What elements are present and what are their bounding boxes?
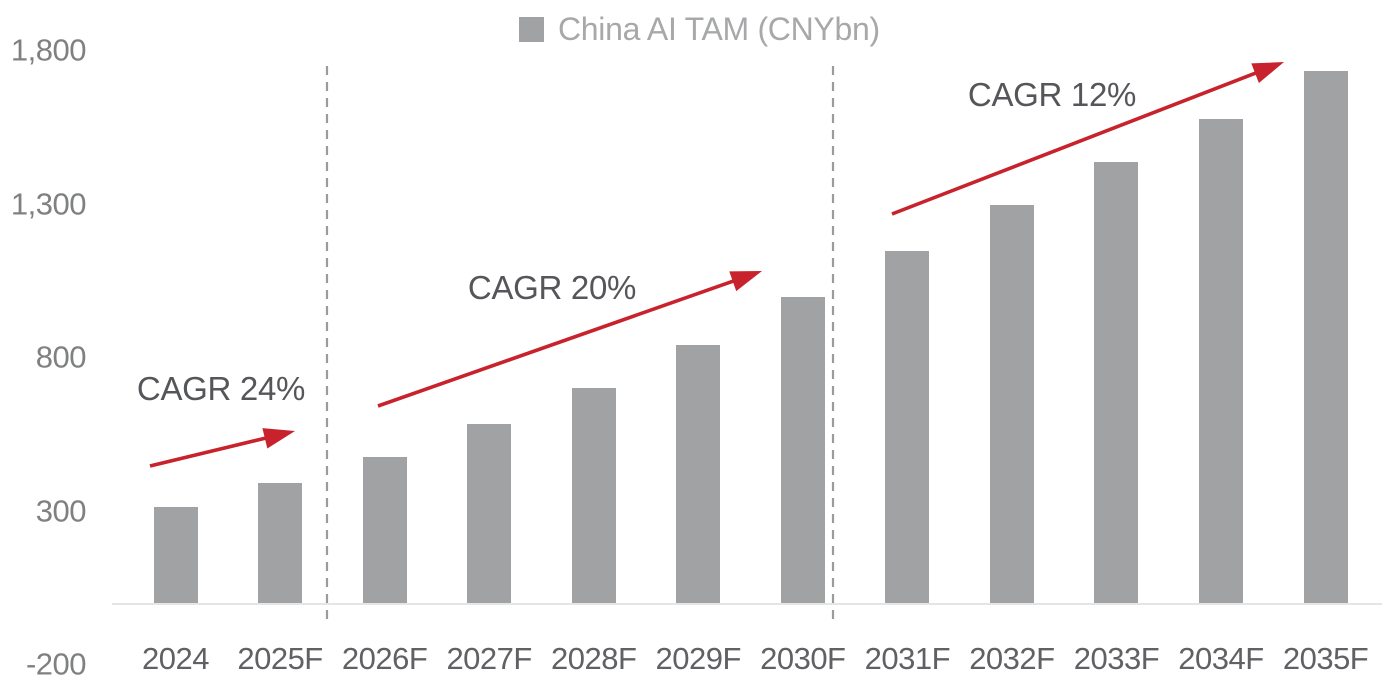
y-tick-800: 800 [35, 339, 87, 375]
x-tick-2035f: 2035F [1282, 641, 1369, 676]
x-tick-2029f: 2029F [655, 641, 742, 676]
bar-2035f [1303, 71, 1348, 604]
bar-2025f [258, 482, 303, 604]
cagr-label-1: CAGR 24% [136, 370, 306, 407]
x-tick-2034f: 2034F [1178, 641, 1264, 676]
y-tick-300: 300 [35, 493, 87, 529]
cagr-label-3: CAGR 12% [967, 76, 1137, 113]
x-tick-2026f: 2026F [341, 641, 428, 676]
bar-2032f [989, 204, 1034, 604]
legend-label: China AI TAM (CNYbn) [558, 11, 880, 47]
cagr-trend-arrow-1 [149, 428, 295, 468]
x-axis-line [112, 603, 1382, 605]
cagr-label-2: CAGR 20% [467, 269, 637, 306]
bar-2024 [153, 507, 198, 604]
x-tick-2033f: 2033F [1073, 641, 1160, 676]
bar-2029f [676, 344, 721, 604]
x-tick-2027f: 2027F [446, 641, 532, 676]
y-tick--200: -200 [25, 646, 87, 682]
x-tick-2028f: 2028F [550, 641, 637, 676]
y-tick-1800: 1,800 [10, 32, 87, 68]
bar-2028f [571, 387, 616, 604]
cagr-trend-arrow-2 [377, 271, 762, 408]
bar-2027f [467, 424, 512, 604]
x-tick-2030f: 2030F [760, 641, 846, 676]
bar-2033f [1094, 161, 1139, 604]
x-tick-2025f: 2025F [237, 641, 323, 676]
bar-2026f [362, 456, 407, 604]
cagr-trend-arrow-3 [891, 62, 1284, 216]
bar-2031f [885, 250, 930, 604]
legend-swatch-icon [519, 17, 544, 42]
bar-2030f [780, 297, 825, 604]
bar-2034f [1199, 118, 1243, 604]
x-tick-2024: 2024 [142, 641, 209, 676]
y-tick-1300: 1,300 [10, 186, 87, 222]
x-tick-2031f: 2031F [864, 641, 951, 676]
x-tick-2032f: 2032F [969, 641, 1055, 676]
legend: China AI TAM (CNYbn) [519, 11, 880, 48]
